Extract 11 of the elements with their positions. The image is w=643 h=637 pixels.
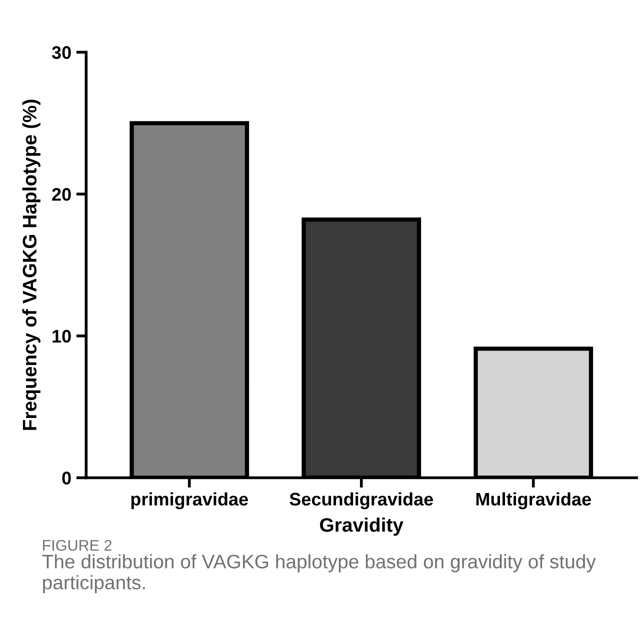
y-tick-label: 20 bbox=[52, 188, 71, 201]
x-tick-label: Secundigravidae bbox=[290, 492, 434, 510]
y-tick-label: 10 bbox=[52, 330, 71, 343]
y-tick-label: 0 bbox=[62, 472, 71, 484]
caption: FIGURE 2 bbox=[43, 540, 112, 551]
x-tick-label: primigravidae bbox=[131, 492, 248, 510]
text: The distribution of VAGKG haplotype based on gravidity of study participants. bbox=[42, 554, 596, 594]
y-tick-label: 30 bbox=[52, 46, 71, 59]
x-axis-title: Gravidity bbox=[320, 518, 404, 536]
y-axis-title: Frequency of VAGKG Haplotype (%) bbox=[22, 100, 40, 430]
x-tick-label: Multigravidae bbox=[476, 492, 591, 510]
